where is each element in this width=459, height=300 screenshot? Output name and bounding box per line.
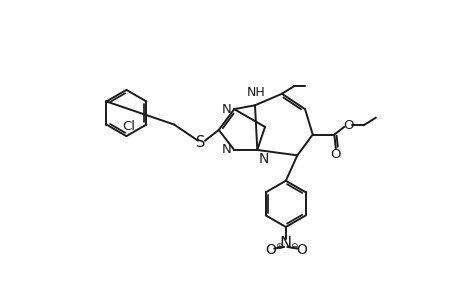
- Text: Cl: Cl: [123, 120, 135, 133]
- Text: O: O: [295, 243, 306, 257]
- Text: O: O: [342, 119, 353, 132]
- Text: ⊖: ⊖: [289, 242, 297, 251]
- Text: NH: NH: [246, 86, 265, 99]
- Text: O: O: [264, 243, 275, 257]
- Text: N: N: [221, 103, 230, 116]
- Text: O: O: [330, 148, 341, 161]
- Text: N: N: [221, 143, 230, 157]
- Text: N: N: [258, 152, 269, 166]
- Text: ⊕: ⊕: [274, 242, 282, 251]
- Text: N: N: [279, 236, 291, 251]
- Text: S: S: [196, 135, 205, 150]
